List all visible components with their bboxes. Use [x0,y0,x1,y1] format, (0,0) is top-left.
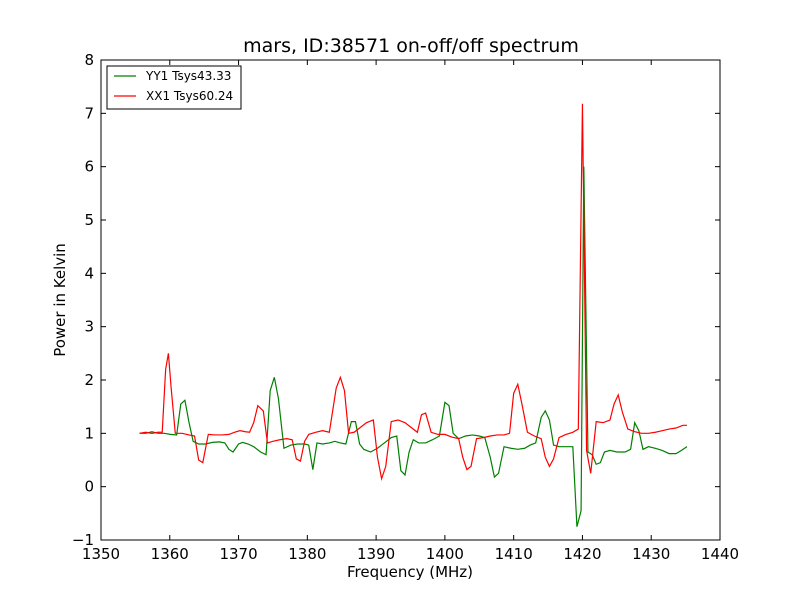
x-tick-label: 1430 [632,545,670,563]
y-tick-label: 0 [84,478,94,496]
legend: YY1 Tsys43.33 XX1 Tsys60.24 [106,65,242,110]
x-tick-label: 1370 [219,545,257,563]
x-tick-label: 1360 [151,545,189,563]
y-tick-label: 7 [84,104,94,122]
y-tick-label: 2 [84,371,94,389]
series-layer [139,103,688,527]
chart-title: mars, ID:38571 on-off/off spectrum [243,35,579,57]
y-axis-title: Power in Kelvin [51,243,69,357]
x-axis-title: Frequency (MHz) [347,563,473,581]
y-tick-label: 3 [84,318,94,336]
legend-label-xx1: XX1 Tsys60.24 [146,89,233,103]
plot-frame [100,59,721,541]
x-tick-label: 1420 [563,545,601,563]
series-line-xx1 [139,103,687,482]
y-tick-label: 1 [84,424,94,442]
x-tick-label: 1390 [357,545,395,563]
y-tick-label: 4 [84,264,94,282]
y-tick-label: 6 [84,158,94,176]
x-tick-label: 1440 [701,545,739,563]
x-tick-label: 1400 [426,545,464,563]
tick-layer: 1350 1360 1370 1380 1390 1400 1410 1420 1430 1440… [72,51,739,563]
plot-area [101,60,720,540]
y-tick-label: 8 [84,51,94,69]
y-tick-label: 5 [84,211,94,229]
legend-box [106,65,242,110]
x-tick-label: 1410 [495,545,533,563]
x-tick-label: 1380 [288,545,326,563]
x-tick-label: 1350 [82,545,120,563]
legend-label-yy1: YY1 Tsys43.33 [145,69,231,83]
y-tick-label: −1 [72,531,94,549]
